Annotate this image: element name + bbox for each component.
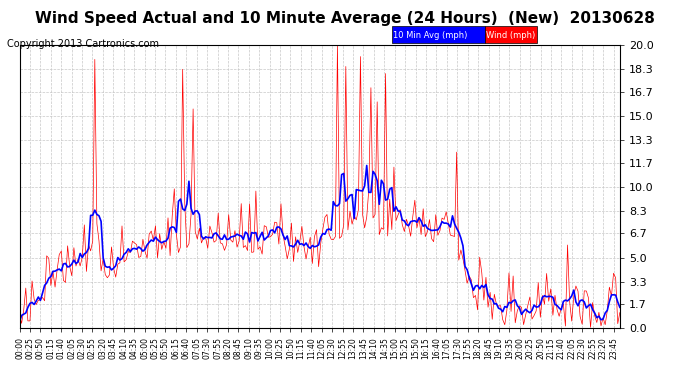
Text: Wind (mph): Wind (mph) xyxy=(486,31,535,40)
Text: Copyright 2013 Cartronics.com: Copyright 2013 Cartronics.com xyxy=(7,39,159,50)
Text: 10 Min Avg (mph): 10 Min Avg (mph) xyxy=(393,31,467,40)
Text: Wind Speed Actual and 10 Minute Average (24 Hours)  (New)  20130628: Wind Speed Actual and 10 Minute Average … xyxy=(35,11,655,26)
